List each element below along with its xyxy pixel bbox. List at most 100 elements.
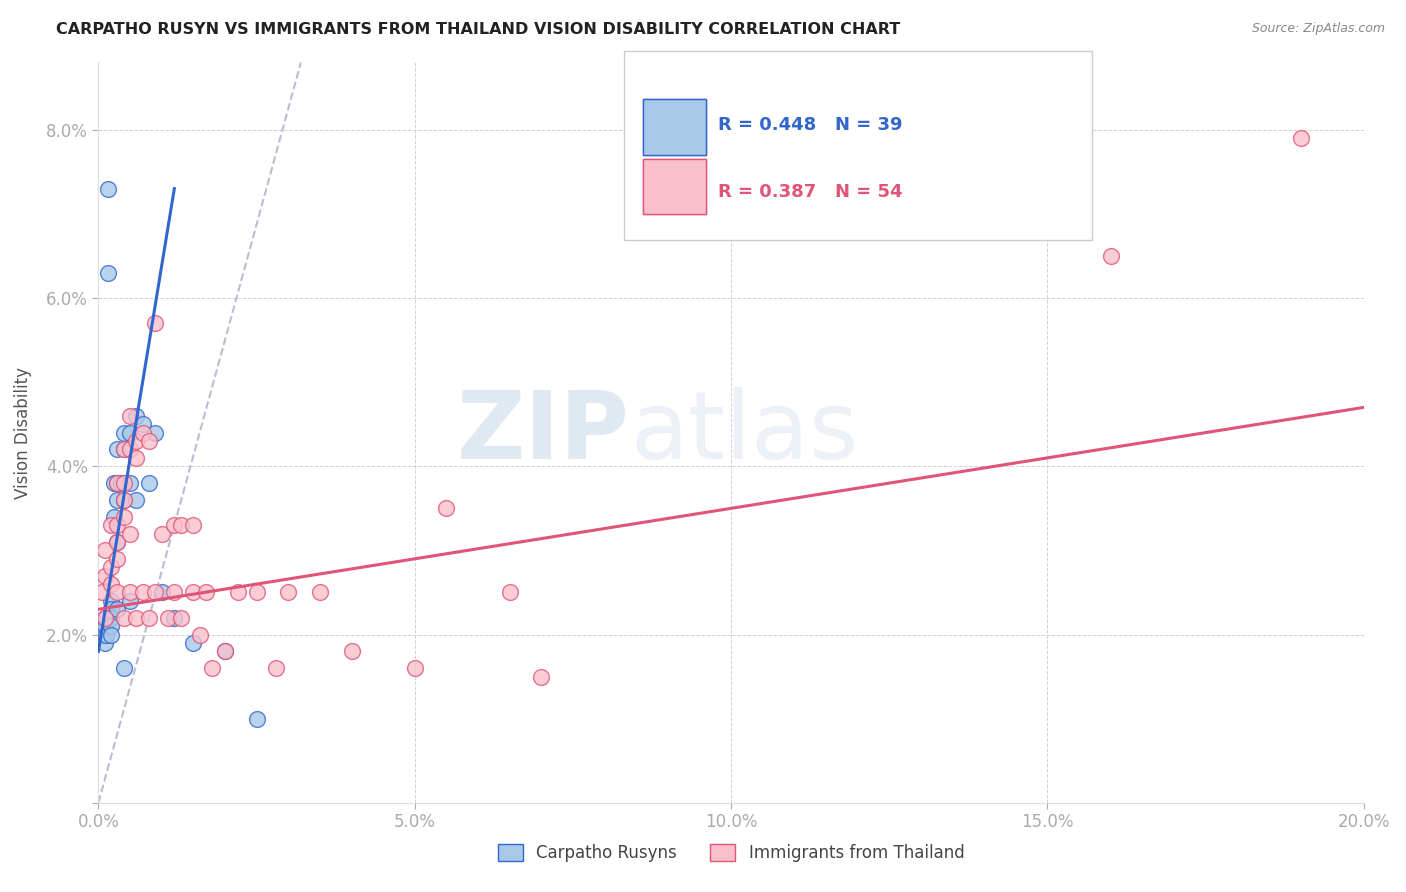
Point [112, 661, 135, 675]
Point [100, 560, 122, 574]
FancyBboxPatch shape [643, 159, 706, 214]
Point [1289, 131, 1312, 145]
Text: Source: ZipAtlas.com: Source: ZipAtlas.com [1251, 22, 1385, 36]
Point [100, 518, 122, 533]
Point [169, 610, 191, 624]
Point [309, 585, 332, 599]
Point [138, 434, 160, 448]
Point [145, 585, 166, 599]
Point [107, 442, 129, 457]
Point [277, 585, 299, 599]
Point [103, 509, 125, 524]
Point [214, 644, 236, 658]
Point [150, 585, 173, 599]
Point [90, 619, 112, 633]
Point [120, 585, 141, 599]
Point [530, 670, 553, 684]
Point [125, 450, 148, 465]
Point [132, 425, 155, 440]
FancyBboxPatch shape [643, 99, 706, 155]
Point [125, 610, 148, 624]
Point [112, 476, 135, 491]
Point [120, 476, 141, 491]
Text: R = 0.448   N = 39: R = 0.448 N = 39 [718, 116, 903, 135]
Point [112, 425, 135, 440]
Point [125, 492, 148, 507]
Point [201, 661, 224, 675]
FancyBboxPatch shape [623, 52, 1091, 240]
Point [264, 661, 287, 675]
Point [120, 442, 141, 457]
Point [246, 712, 269, 726]
Point [107, 602, 129, 616]
Point [226, 585, 249, 599]
Point [94, 627, 117, 641]
Point [120, 409, 141, 423]
Point [93, 636, 117, 650]
Point [112, 610, 135, 624]
Point [125, 409, 148, 423]
Point [163, 610, 186, 624]
Point [145, 425, 166, 440]
Point [138, 476, 160, 491]
Point [112, 442, 135, 457]
Point [94, 610, 117, 624]
Point [125, 434, 148, 448]
Point [132, 417, 155, 432]
Point [120, 526, 141, 541]
Point [169, 518, 191, 533]
Point [110, 476, 132, 491]
Point [103, 476, 125, 491]
Point [100, 610, 122, 624]
Point [145, 316, 166, 330]
Point [404, 661, 426, 675]
Point [157, 610, 180, 624]
Legend: Carpatho Rusyns, Immigrants from Thailand: Carpatho Rusyns, Immigrants from Thailan… [491, 837, 972, 869]
Point [107, 476, 129, 491]
Point [107, 551, 129, 566]
Point [90, 585, 112, 599]
Point [150, 526, 173, 541]
Point [183, 585, 205, 599]
Point [163, 518, 186, 533]
Point [107, 476, 129, 491]
Point [107, 518, 129, 533]
Point [93, 543, 117, 558]
Point [183, 636, 205, 650]
Point [246, 585, 269, 599]
Point [97, 266, 120, 280]
Point [107, 585, 129, 599]
Point [93, 610, 117, 624]
Point [100, 627, 122, 641]
Point [132, 585, 155, 599]
Point [340, 644, 363, 658]
Point [100, 619, 122, 633]
Point [214, 644, 236, 658]
Text: R = 0.387   N = 54: R = 0.387 N = 54 [718, 183, 903, 201]
Point [100, 602, 122, 616]
Point [194, 585, 218, 599]
Point [93, 610, 117, 624]
Point [107, 535, 129, 549]
Point [138, 610, 160, 624]
Text: atlas: atlas [630, 386, 858, 479]
Point [100, 594, 122, 608]
Point [498, 585, 520, 599]
Point [93, 568, 117, 582]
Point [97, 181, 120, 195]
Text: CARPATHO RUSYN VS IMMIGRANTS FROM THAILAND VISION DISABILITY CORRELATION CHART: CARPATHO RUSYN VS IMMIGRANTS FROM THAILA… [56, 22, 900, 37]
Point [100, 577, 122, 591]
Point [120, 594, 141, 608]
Point [188, 627, 211, 641]
Text: ZIP: ZIP [457, 386, 630, 479]
Point [112, 509, 135, 524]
Point [120, 425, 141, 440]
Point [107, 535, 129, 549]
Point [436, 501, 458, 516]
Point [112, 492, 135, 507]
Point [93, 619, 117, 633]
Point [107, 492, 129, 507]
Point [163, 585, 186, 599]
Point [1099, 249, 1122, 263]
Point [183, 518, 205, 533]
